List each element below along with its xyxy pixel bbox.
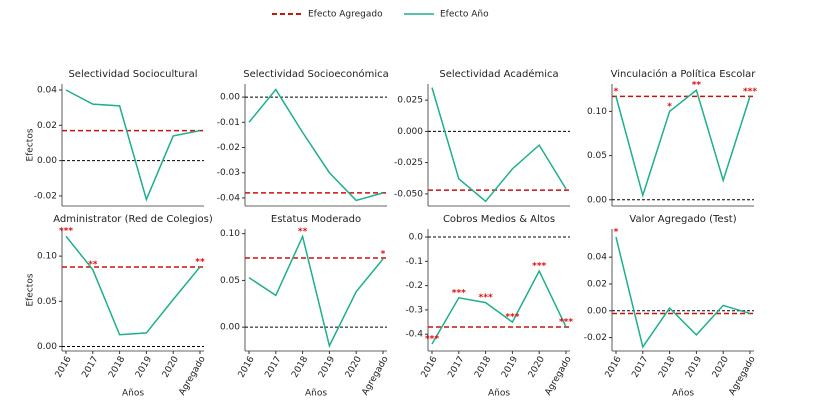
significance-star: * <box>381 249 386 259</box>
y-tick-label: -0.01 <box>217 118 240 128</box>
significance-star: ** <box>692 81 702 91</box>
x-tick-label: 2016 <box>54 355 74 380</box>
significance-star: * <box>614 228 619 238</box>
y-axis-label: Efectos <box>26 273 36 306</box>
effect-line <box>65 89 201 202</box>
y-tick-label: -0.050 <box>394 189 423 199</box>
y-tick-label: 0.025 <box>397 96 423 106</box>
x-tick-label: 2020 <box>711 355 731 380</box>
y-tick-label: -0.04 <box>217 193 241 203</box>
x-tick-label: 2019 <box>317 355 337 380</box>
significance-star: *** <box>532 262 546 272</box>
y-tick-label: 0.05 <box>220 276 240 286</box>
x-tick-label: 2020 <box>161 355 181 380</box>
y-tick-label: 0.00 <box>220 323 240 333</box>
y-tick-label: 0.10 <box>587 107 607 117</box>
significance-star: *** <box>505 313 519 323</box>
y-tick-label: 0.0 <box>409 233 424 243</box>
y-tick-label: 0.04 <box>37 86 57 96</box>
x-tick-label: 2018 <box>107 355 127 380</box>
significance-star: * <box>614 87 619 97</box>
x-tick-label: Agregado <box>177 354 208 397</box>
subplot-title: Selectividad Académica <box>439 68 558 80</box>
legend-label: Efecto Agregado <box>308 10 383 20</box>
effect-line <box>615 236 751 349</box>
y-axis-label: Efectos <box>26 128 36 161</box>
x-tick-label: 2017 <box>630 355 650 380</box>
y-tick-label: -0.02 <box>34 191 57 201</box>
effect-line <box>615 88 751 199</box>
x-tick-label: 2017 <box>80 355 100 380</box>
x-tick-label: 2019 <box>500 355 520 380</box>
x-tick-label: 2018 <box>473 355 493 380</box>
significance-star: * <box>667 102 672 112</box>
y-tick-label: 0.02 <box>587 279 607 289</box>
x-axis-label: Años <box>488 389 510 399</box>
x-tick-label: Agregado <box>543 354 574 397</box>
y-tick-label: -0.02 <box>217 143 240 153</box>
x-axis-label: Años <box>122 389 144 399</box>
x-tick-label: 2020 <box>527 355 547 380</box>
y-tick-label: -0.025 <box>394 158 423 168</box>
significance-star: *** <box>479 293 493 303</box>
y-tick-label: 0.00 <box>587 195 607 205</box>
y-tick-label: -0.03 <box>217 168 240 178</box>
subplot-title: Valor Agregado (Test) <box>629 214 736 225</box>
y-tick-label: -0.1 <box>405 257 423 267</box>
significance-star: *** <box>559 317 573 327</box>
effect-line <box>248 88 384 202</box>
x-tick-label: 2018 <box>290 355 310 380</box>
significance-star: *** <box>425 334 439 344</box>
x-tick-label: 2020 <box>344 355 364 380</box>
x-tick-label: Agregado <box>727 354 758 397</box>
x-tick-label: 2019 <box>134 355 154 380</box>
significance-star: *** <box>59 227 73 237</box>
y-tick-label: -0.3 <box>405 305 423 315</box>
y-tick-label: -0.4 <box>405 330 423 340</box>
x-tick-label: 2019 <box>684 355 704 380</box>
significance-star: ** <box>195 257 205 267</box>
x-tick-label: 2016 <box>604 355 624 380</box>
effect-line <box>431 87 567 203</box>
y-tick-label: 0.00 <box>37 156 57 166</box>
y-tick-label: 0.04 <box>587 253 607 263</box>
effect-line <box>431 269 567 345</box>
y-tick-label: -0.02 <box>584 333 607 343</box>
y-tick-label: 0.02 <box>37 121 57 131</box>
y-tick-label: 0.000 <box>397 127 423 137</box>
subplot-title: Selectividad Sociocultural <box>68 69 197 80</box>
y-tick-label: 0.05 <box>587 151 607 161</box>
effect-line <box>65 235 201 336</box>
effect-line <box>248 234 384 349</box>
subplot-title: Cobros Medios & Altos <box>443 214 555 225</box>
y-tick-label: 0.00 <box>37 342 57 352</box>
x-tick-label: Agregado <box>360 354 391 397</box>
significance-star: *** <box>743 87 757 97</box>
legend-label: Efecto Año <box>440 10 489 20</box>
subplot-title: Selectividad Socioeconómica <box>243 68 389 80</box>
x-tick-label: 2017 <box>263 355 283 380</box>
y-tick-label: -0.2 <box>405 281 423 291</box>
significance-star: ** <box>88 260 98 270</box>
y-tick-label: 0.05 <box>37 297 57 307</box>
x-axis-label: Años <box>305 389 327 399</box>
subplot-title: Estatus Moderado <box>271 214 361 225</box>
x-tick-label: 2017 <box>446 355 466 380</box>
x-tick-label: 2016 <box>420 355 440 380</box>
significance-star: ** <box>298 227 308 237</box>
x-tick-label: 2018 <box>657 355 677 380</box>
x-tick-label: 2016 <box>237 355 257 380</box>
y-tick-label: 0.10 <box>37 252 57 262</box>
subplot-title: Administrator (Red de Colegios) <box>53 214 213 225</box>
subplot-title: Vinculación a Política Escolar <box>611 68 757 80</box>
y-tick-label: 0.00 <box>587 306 607 316</box>
y-tick-label: 0.00 <box>220 93 240 103</box>
x-axis-label: Años <box>672 389 694 399</box>
y-tick-label: 0.10 <box>220 229 240 239</box>
significance-star: *** <box>452 288 466 298</box>
